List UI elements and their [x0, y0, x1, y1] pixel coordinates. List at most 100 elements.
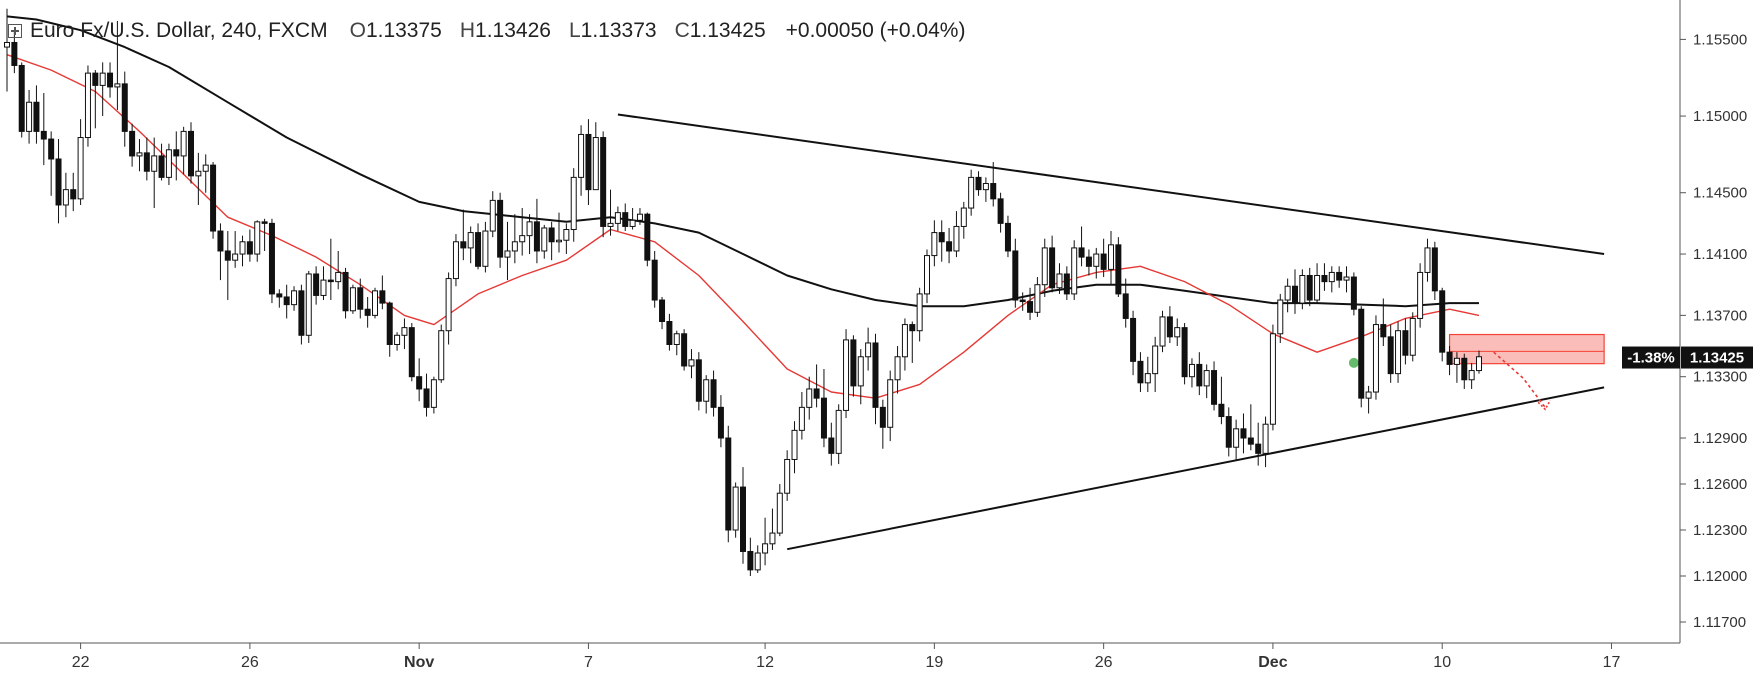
candle-body — [1034, 284, 1041, 313]
candle-body — [1269, 333, 1276, 425]
candle — [1476, 350, 1482, 374]
candle-body — [1395, 330, 1402, 375]
candle — [40, 93, 47, 166]
candle — [688, 349, 695, 379]
price-tick-label: 1.12300 — [1693, 522, 1747, 539]
candle-body — [673, 333, 680, 345]
candle — [541, 224, 548, 259]
candle-body — [1358, 308, 1365, 399]
open-value: 1.13375 — [365, 19, 442, 42]
candle-body — [261, 221, 268, 224]
candle-body — [482, 230, 489, 267]
candle — [1306, 267, 1313, 307]
candle — [1056, 263, 1063, 294]
candle — [916, 287, 923, 342]
candle-body — [1122, 293, 1129, 319]
candle — [1093, 247, 1100, 279]
time-tick-label: 7 — [584, 654, 593, 671]
candle-body — [408, 327, 415, 378]
candle — [924, 249, 930, 304]
candle-body — [710, 379, 717, 408]
candle — [622, 203, 629, 232]
candle-body — [1306, 275, 1313, 301]
candle-body — [217, 230, 224, 252]
candle-body — [283, 296, 290, 306]
candle — [372, 287, 378, 319]
candle — [1115, 237, 1122, 297]
last-price-percent: -1.38% — [1627, 350, 1675, 367]
signal-dot — [1348, 357, 1359, 368]
high-value: 1.13426 — [475, 19, 551, 42]
candle-body — [1115, 244, 1122, 295]
candle — [1188, 358, 1195, 388]
candle — [1034, 277, 1041, 317]
candle-body — [276, 293, 283, 298]
candle — [136, 139, 143, 172]
candle — [298, 284, 305, 345]
candle-body — [438, 330, 445, 381]
candle-body — [1255, 443, 1262, 454]
candle-body — [121, 83, 128, 132]
candle — [268, 218, 275, 304]
candle-body — [40, 130, 47, 140]
candle-body — [4, 41, 10, 48]
candle — [953, 211, 960, 258]
candle — [438, 324, 445, 383]
candle — [629, 208, 636, 230]
candle-body — [776, 492, 783, 534]
candle — [820, 369, 827, 448]
candle-body — [1144, 373, 1151, 384]
candle — [533, 198, 540, 264]
candle-body — [1049, 247, 1056, 289]
resistance-zone — [1448, 333, 1605, 365]
candle-body — [1476, 356, 1482, 372]
time-tick-label: 19 — [925, 654, 943, 671]
symbol-title[interactable]: Euro Fx/U.S. Dollar, 240, FXCM — [30, 19, 328, 42]
candle — [217, 223, 224, 281]
candle-body — [416, 376, 423, 390]
candle — [1409, 312, 1416, 362]
collapse-toggle-icon[interactable] — [8, 24, 22, 38]
candle — [1027, 287, 1034, 320]
candle — [504, 221, 511, 281]
candle-body — [1439, 290, 1446, 353]
candle — [556, 212, 562, 253]
candle-body — [475, 232, 482, 267]
candle — [1071, 240, 1078, 301]
candle — [607, 189, 614, 236]
candle-body — [1343, 276, 1350, 281]
candle-body — [195, 170, 202, 177]
candle — [62, 172, 69, 218]
candle-body — [872, 342, 879, 408]
candle — [276, 289, 283, 308]
candle — [195, 152, 202, 205]
candle — [813, 364, 820, 408]
candle-body — [747, 550, 754, 571]
candle — [188, 122, 194, 184]
candle — [158, 143, 165, 181]
candle — [894, 346, 901, 394]
candle — [511, 214, 518, 264]
candle-body — [791, 429, 798, 460]
candle — [349, 284, 356, 314]
candle-body — [740, 486, 746, 552]
candle-body — [1387, 336, 1394, 375]
candle-body — [1468, 370, 1475, 381]
candle — [1225, 407, 1232, 457]
candle-body — [1063, 273, 1070, 295]
candle — [11, 31, 18, 74]
candle-body — [70, 189, 77, 200]
candle-body — [1093, 253, 1100, 267]
candle — [519, 208, 526, 256]
price-tick-label: 1.12000 — [1693, 568, 1747, 585]
candle — [946, 227, 953, 264]
candle — [430, 376, 437, 414]
candle-body — [695, 359, 702, 402]
candle-body — [320, 279, 327, 296]
candle-body — [357, 287, 364, 310]
candle-body — [725, 437, 732, 531]
candle — [1321, 263, 1328, 291]
